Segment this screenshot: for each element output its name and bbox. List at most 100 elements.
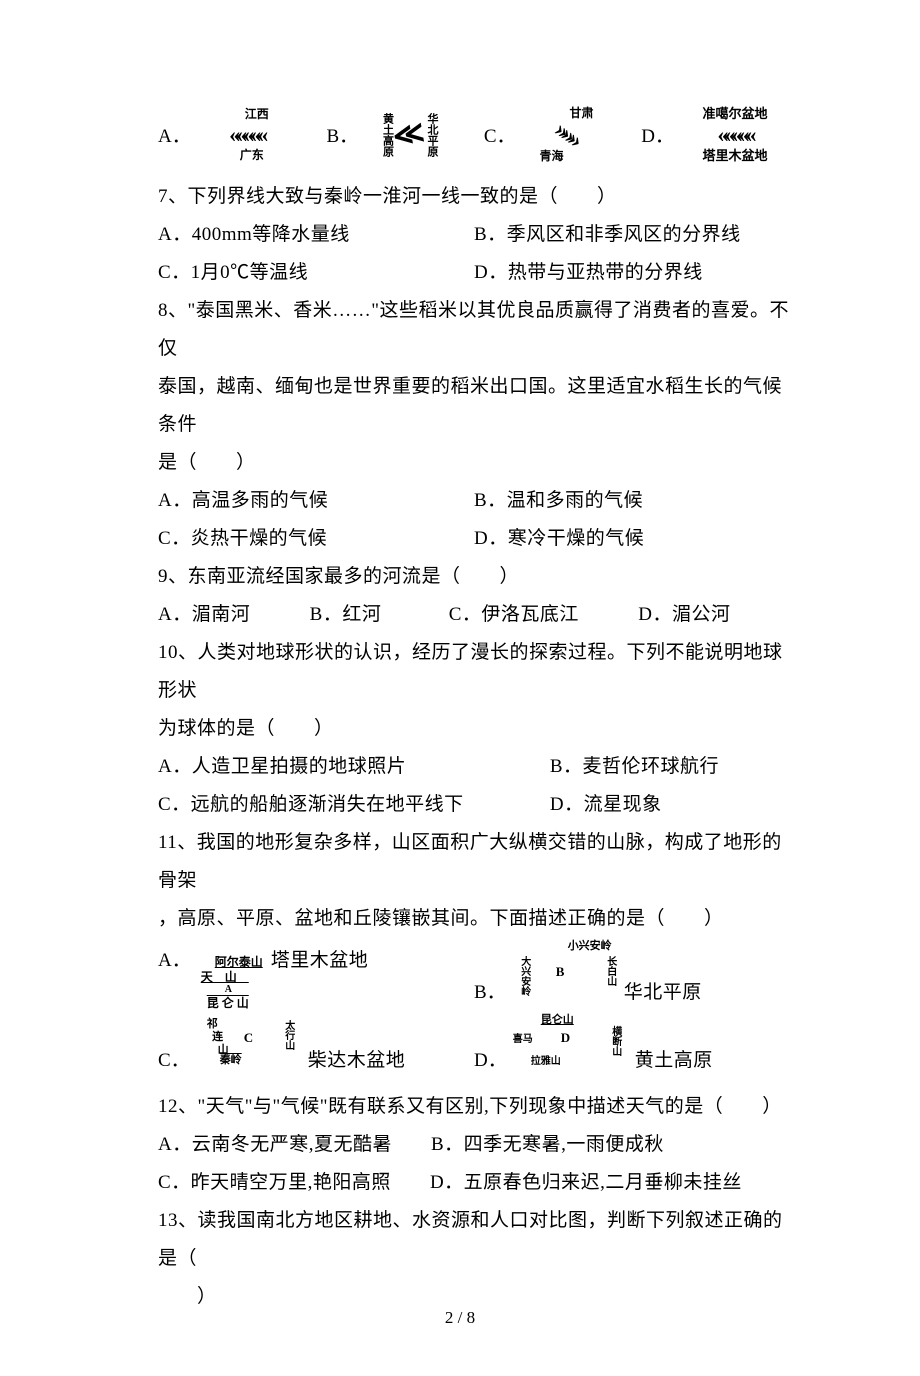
q6-optD-sketch: 准噶尔盆地 ««««« 塔里木盆地	[680, 106, 790, 164]
q12-optA: A．云南冬无严寒,夏无酷暑	[158, 1134, 392, 1155]
q10-row2: C．远航的船舶逐渐消失在地平线下 D．流星现象	[158, 786, 790, 824]
q8-row2: C．炎热干燥的气候 D．寒冷干燥的气候	[158, 520, 790, 558]
q8-optC: C．炎热干燥的气候	[158, 520, 474, 558]
q11-optC: C． 祁 连 山 C 太行山 秦岭 柴达木盆地	[158, 1016, 474, 1080]
q11-optD-label: D．	[474, 1050, 507, 1071]
q10-optD: D．流星现象	[550, 786, 790, 824]
q6-options: A． 江西 ««««« 广东 B． 黄土高原 ≪ 华北平原 C． 甘肃 »»» …	[158, 106, 790, 164]
tree-icon: ≪	[391, 114, 428, 155]
q11-optA-label: A．	[158, 950, 191, 971]
q13-stem1: 13、读我国南北方地区耕地、水资源和人口对比图，判断下列叙述正确的是（	[158, 1202, 790, 1278]
q10-stem1: 10、人类对地球形状的认识，经历了漫长的探索过程。下列不能说明地球形状	[158, 634, 790, 710]
q11C-left: 祁 连 山	[196, 1018, 229, 1058]
q12-row2: C．昨天晴空万里,艳阳高照 D．五原春色归来迟,二月垂柳未挂丝	[158, 1164, 790, 1202]
q11-stem2: ，高原、平原、盆地和丘陵镶嵌其间。下面描述正确的是（ ）	[158, 900, 790, 938]
q11A-mid: 天 山	[201, 970, 249, 984]
q11B-rmt: 长白山	[604, 956, 616, 986]
q10-optC: C．远航的船舶逐渐消失在地平线下	[158, 786, 550, 824]
fishbone-icon: «««««	[229, 122, 264, 148]
q6-optA: A． 江西 ««««« 广东	[158, 107, 297, 162]
q8-optD: D．寒冷干燥的气候	[474, 520, 790, 558]
q11-optD-sketch: 昆仑山 喜马 D 拉雅山 横断山	[517, 1016, 627, 1066]
q6-optC-sketch: 甘肃 »»» 青海	[522, 106, 612, 164]
q8-stem2: 泰国，越南、缅甸也是世界重要的稻米出口国。这里适宜水稻生长的气候条件	[158, 368, 790, 444]
q8-row1: A．高温多雨的气候 B．温和多雨的气候	[158, 482, 790, 520]
q8-stem3: 是（ ）	[158, 444, 790, 482]
q6-optD-label: D．	[641, 121, 674, 148]
q11D-mid: 横断山	[609, 1026, 621, 1056]
q11B-left: 大兴安岭	[518, 956, 530, 996]
q6-optD-bottom: 塔里木盆地	[702, 148, 767, 164]
q7-row1: A．400mm等降水量线 B．季风区和非季风区的分界线	[158, 216, 790, 254]
q12-optC: C．昨天晴空万里,艳阳高照	[158, 1172, 391, 1193]
q9-optB: B．红河	[310, 596, 449, 634]
q11-row2: C． 祁 连 山 C 太行山 秦岭 柴达木盆地 D． 昆仑山 喜马 D 拉雅山 …	[158, 1016, 790, 1080]
q10-row1: A．人造卫星拍摄的地球照片 B．麦哲伦环球航行	[158, 748, 790, 786]
q11-stem1: 11、我国的地形复杂多样，山区面积广大纵横交错的山脉，构成了地形的骨架	[158, 824, 790, 900]
q6-optA-bottom: 广东	[240, 148, 264, 162]
q11C-mid: 太行山	[282, 1020, 294, 1050]
page-content: A． 江西 ««««« 广东 B． 黄土高原 ≪ 华北平原 C． 甘肃 »»» …	[0, 0, 920, 1376]
q11A-tag: A	[223, 984, 232, 996]
q11-optB-label: B．	[474, 982, 506, 1003]
q7-optA: A．400mm等降水量线	[158, 216, 474, 254]
q8-stem1: 8、"泰国黑米、香米……"这些稻米以其优良品质赢得了消费者的喜爱。不仅	[158, 292, 790, 368]
q11D-tag: D	[561, 1030, 570, 1046]
q11B-right: 华北平原	[624, 982, 702, 1003]
q6-optC: C． 甘肃 »»» 青海	[484, 106, 612, 164]
q11-optB-sketch: 小兴安岭 大兴安岭 B 长白山	[516, 942, 616, 998]
q11D-bot: 拉雅山	[531, 1056, 561, 1068]
q11B-tag: B	[556, 964, 565, 980]
q7-row2: C．1月0℃等温线 D．热带与亚热带的分界线	[158, 254, 790, 292]
q7-optD: D．热带与亚热带的分界线	[474, 254, 790, 292]
branch-icon: »»»	[548, 116, 584, 153]
q6-optC-bottom: 青海	[540, 149, 564, 163]
q9-opts: A．湄南河 B．红河 C．伊洛瓦底江 D．湄公河	[158, 596, 790, 634]
q11C-right: 柴达木盆地	[308, 1050, 406, 1071]
q11-optC-label: C．	[158, 1050, 190, 1071]
q9-stem: 9、东南亚流经国家最多的河流是（ ）	[158, 558, 790, 596]
q11C-bot: 秦岭	[220, 1054, 242, 1067]
q6-optC-label: C．	[484, 121, 516, 148]
q9-optD: D．湄公河	[638, 596, 790, 634]
q6-optA-label: A．	[158, 121, 191, 148]
q11A-right: 塔里木盆地	[271, 950, 369, 971]
q11A-top: 阿尔泰山	[215, 955, 263, 969]
fishbone2-icon: «««««	[718, 122, 753, 148]
q11D-top: 昆仑山	[541, 1014, 574, 1027]
q8-optB: B．温和多雨的气候	[474, 482, 790, 520]
q11-optB: B． 小兴安岭 大兴安岭 B 长白山 华北平原	[474, 942, 790, 1012]
q11D-right: 黄土高原	[635, 1050, 713, 1071]
q11B-top: 小兴安岭	[568, 940, 612, 953]
q6-optB-sketch: 黄土高原 ≪ 华北平原	[364, 113, 454, 157]
q6-optB-right: 华北平原	[425, 113, 438, 157]
q6-optB: B． 黄土高原 ≪ 华北平原	[326, 113, 454, 157]
q7-optB: B．季风区和非季风区的分界线	[474, 216, 790, 254]
q11-optA: A． 阿尔泰山 天 山 A 昆 仑 山 塔里木盆地	[158, 942, 474, 1010]
q12-row1: A．云南冬无严寒,夏无酷暑 B．四季无寒暑,一雨便成秋	[158, 1126, 790, 1164]
q6-optA-top: 江西	[245, 107, 269, 121]
q10-optB: B．麦哲伦环球航行	[550, 748, 790, 786]
q7-optC: C．1月0℃等温线	[158, 254, 474, 292]
page-number: 2 / 8	[0, 1308, 920, 1328]
q11A-bot: 昆 仑 山	[207, 996, 249, 1010]
q7-stem: 7、下列界线大致与秦岭一淮河一线一致的是（ ）	[158, 178, 790, 216]
q6-optB-label: B．	[326, 121, 358, 148]
q6-optD: D． 准噶尔盆地 ««««« 塔里木盆地	[641, 106, 790, 164]
q11-row1: A． 阿尔泰山 天 山 A 昆 仑 山 塔里木盆地 B． 小兴安岭 大兴安岭 B…	[158, 942, 790, 1012]
q12-optD: D．五原春色归来迟,二月垂柳未挂丝	[430, 1172, 742, 1193]
q6-optD-top: 准噶尔盆地	[702, 106, 767, 122]
q6-optA-sketch: 江西 ««««« 广东	[197, 107, 297, 162]
q11-optC-sketch: 祁 连 山 C 太行山 秦岭	[200, 1016, 300, 1066]
q11-optD: D． 昆仑山 喜马 D 拉雅山 横断山 黄土高原	[474, 1016, 790, 1080]
q9-optC: C．伊洛瓦底江	[449, 596, 639, 634]
q11D-left: 喜马	[513, 1034, 533, 1046]
q10-stem2: 为球体的是（ ）	[158, 710, 790, 748]
q12-stem: 12、"天气"与"气候"既有联系又有区别,下列现象中描述天气的是（ ）	[158, 1088, 790, 1126]
q8-optA: A．高温多雨的气候	[158, 482, 474, 520]
q10-optA: A．人造卫星拍摄的地球照片	[158, 748, 550, 786]
q11-optA-sketch: 阿尔泰山 天 山 A 昆 仑 山	[201, 955, 263, 1010]
q6-optC-top: 甘肃	[570, 106, 594, 120]
q11C-tag: C	[244, 1030, 253, 1046]
q9-optA: A．湄南河	[158, 596, 310, 634]
